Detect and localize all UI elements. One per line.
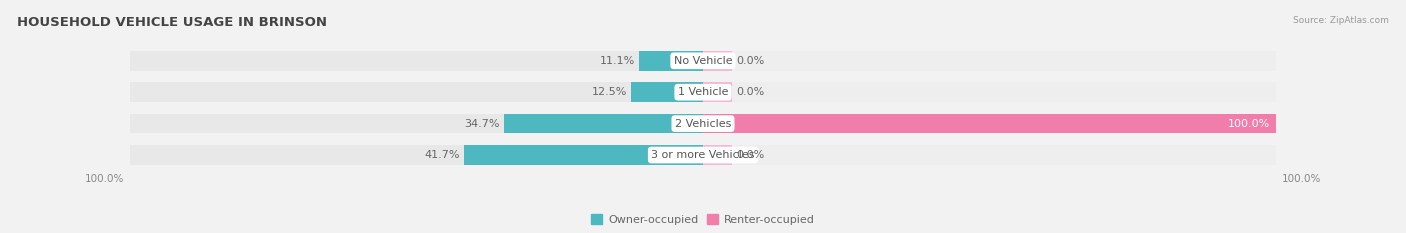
Bar <box>131 114 703 133</box>
Bar <box>131 145 703 165</box>
Legend: Owner-occupied, Renter-occupied: Owner-occupied, Renter-occupied <box>586 210 820 229</box>
Text: HOUSEHOLD VEHICLE USAGE IN BRINSON: HOUSEHOLD VEHICLE USAGE IN BRINSON <box>17 16 326 29</box>
Text: 12.5%: 12.5% <box>592 87 627 97</box>
Text: 100.0%: 100.0% <box>1227 119 1270 129</box>
Bar <box>131 51 703 71</box>
Bar <box>703 82 731 102</box>
Text: 3 or more Vehicles: 3 or more Vehicles <box>651 150 755 160</box>
Bar <box>703 114 1275 133</box>
Bar <box>131 82 703 102</box>
Bar <box>703 82 1275 102</box>
Text: 100.0%: 100.0% <box>84 174 124 184</box>
Bar <box>703 51 1275 71</box>
Text: 0.0%: 0.0% <box>737 150 765 160</box>
Bar <box>703 145 731 165</box>
Text: 0.0%: 0.0% <box>737 56 765 66</box>
Text: 34.7%: 34.7% <box>464 119 499 129</box>
Bar <box>631 82 703 102</box>
Text: No Vehicle: No Vehicle <box>673 56 733 66</box>
Text: 0.0%: 0.0% <box>737 87 765 97</box>
Bar <box>703 114 1275 133</box>
Bar <box>464 145 703 165</box>
Bar <box>703 145 1275 165</box>
Text: 2 Vehicles: 2 Vehicles <box>675 119 731 129</box>
Text: 1 Vehicle: 1 Vehicle <box>678 87 728 97</box>
Text: Source: ZipAtlas.com: Source: ZipAtlas.com <box>1294 16 1389 25</box>
Text: 100.0%: 100.0% <box>1282 174 1322 184</box>
Bar <box>640 51 703 71</box>
Text: 11.1%: 11.1% <box>599 56 636 66</box>
Bar <box>505 114 703 133</box>
Text: 41.7%: 41.7% <box>425 150 460 160</box>
Bar <box>703 51 731 71</box>
